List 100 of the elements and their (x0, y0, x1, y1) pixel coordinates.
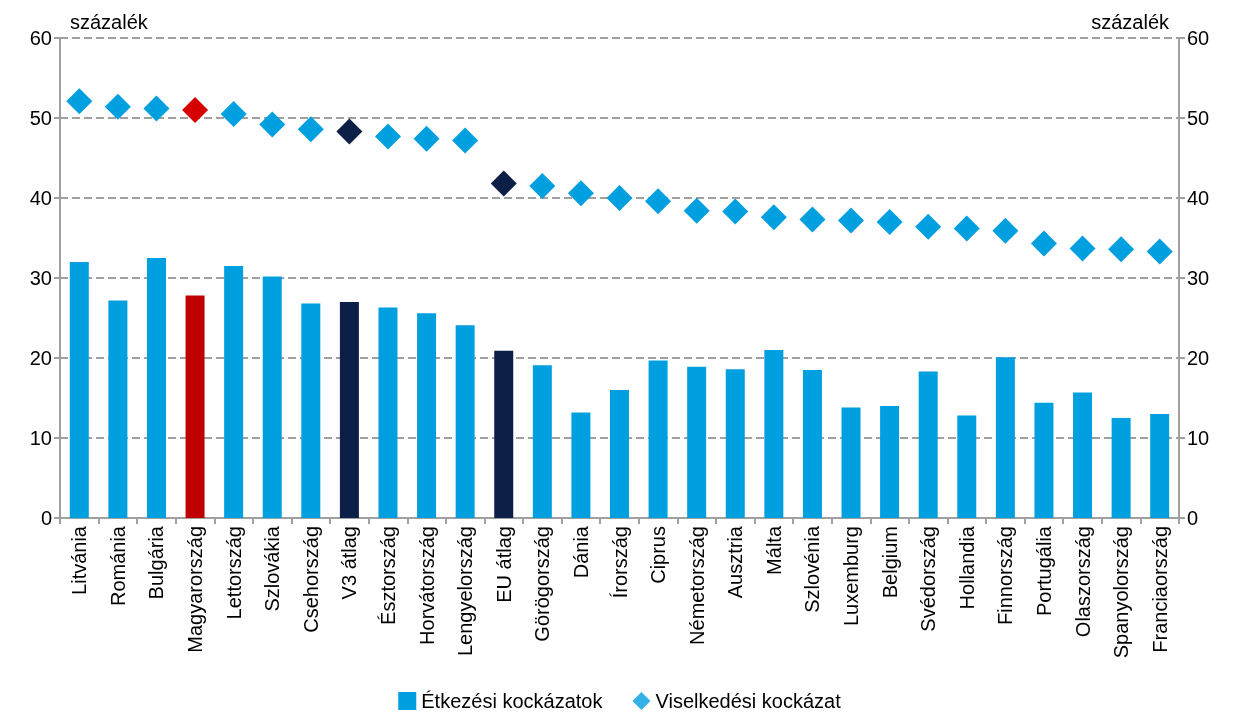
point (722, 198, 749, 225)
bar (1034, 402, 1054, 518)
bar (339, 302, 359, 518)
legend-label: Viselkedési kockázat (655, 690, 842, 712)
y-tick-label: 0 (40, 507, 52, 529)
x-tick-label: Horvátország (415, 526, 438, 645)
y-tick-label: 20 (29, 347, 52, 369)
bar (69, 262, 89, 518)
bar (571, 412, 591, 518)
point (915, 213, 942, 240)
point (452, 127, 479, 154)
bar (146, 258, 166, 518)
point (529, 173, 556, 199)
y-tick-label: 40 (29, 187, 52, 209)
point (413, 125, 440, 152)
x-tick-label: Svédország (917, 526, 940, 632)
x-tick-label: Románia (106, 525, 129, 607)
x-tick-label: Magyarország (184, 526, 207, 653)
bar (957, 415, 977, 518)
x-tick-label: V3 átlag (338, 526, 361, 600)
bar (610, 390, 629, 518)
y-tick-label: 30 (29, 267, 52, 289)
x-tick-label: Finnország (994, 526, 1017, 625)
y-tick-label: 60 (29, 27, 52, 49)
point (259, 111, 286, 138)
x-tick-label: Görögország (531, 526, 554, 642)
legend-label: Étkezési kockázatok (421, 690, 604, 712)
bar (108, 300, 128, 518)
point (567, 180, 594, 207)
bar (648, 360, 668, 518)
point (760, 204, 787, 231)
y2-axis-title: százalék (1091, 11, 1170, 33)
point (606, 185, 633, 211)
bar (802, 370, 822, 518)
bar (224, 266, 244, 518)
bar (687, 366, 707, 518)
bar (301, 303, 321, 518)
x-tick-label: Ciprus (647, 526, 670, 584)
y-tick-label: 50 (29, 107, 52, 129)
y2-tick-label: 20 (1187, 347, 1210, 369)
y2-tick-label: 40 (1187, 187, 1210, 209)
point (953, 215, 980, 242)
point (374, 123, 401, 150)
x-tick-label: Csehország (299, 526, 322, 633)
bar (262, 276, 282, 518)
x-tick-label: Litvánia (68, 525, 91, 595)
x-tick-label: Szlovákia (261, 525, 284, 612)
x-tick-label: EU átlag (492, 526, 515, 603)
x-tick-label: Belgium (878, 526, 901, 599)
point (1069, 235, 1096, 262)
y2-tick-label: 30 (1187, 267, 1210, 289)
y2-tick-label: 50 (1187, 107, 1210, 129)
bar (725, 369, 745, 518)
y-axis-title: százalék (70, 11, 149, 33)
bar (918, 371, 938, 518)
x-tick-label: Lettország (222, 526, 245, 620)
bar (378, 307, 398, 518)
x-tick-label: Észtország (376, 526, 399, 625)
point (1030, 230, 1057, 257)
x-tick-label: Franciaország (1148, 526, 1171, 653)
bar (417, 313, 437, 518)
point (490, 170, 517, 197)
point (645, 188, 672, 215)
bar (1111, 418, 1131, 518)
bar (185, 295, 205, 518)
x-tick-label: Portugália (1032, 525, 1055, 617)
point (104, 93, 131, 120)
x-tick-label: Bulgária (145, 525, 168, 600)
x-tick-label: Dánia (569, 525, 592, 579)
bar (764, 350, 784, 518)
bar (841, 407, 861, 518)
point (182, 97, 209, 123)
bar (1073, 392, 1093, 518)
x-tick-label: Ausztria (724, 525, 747, 599)
point (876, 209, 903, 235)
x-tick-label: Luxemburg (840, 526, 863, 627)
point (992, 217, 1019, 244)
x-tick-label: Lengyelország (454, 526, 477, 657)
point (683, 197, 710, 224)
x-tick-label: Hollandia (955, 525, 978, 610)
y2-tick-label: 0 (1187, 507, 1199, 529)
point (1108, 236, 1135, 263)
point (1146, 238, 1173, 265)
x-tick-label: Írország (608, 526, 631, 599)
point (143, 95, 170, 122)
x-tick-label: Németország (685, 526, 708, 645)
bar (995, 357, 1015, 518)
bar (532, 365, 552, 518)
bar (1150, 414, 1170, 518)
y2-tick-label: 60 (1187, 27, 1210, 49)
x-tick-label: Szlovénia (801, 525, 824, 613)
x-tick-label: Málta (762, 525, 785, 575)
point (220, 101, 247, 127)
point (297, 116, 324, 143)
point (838, 207, 865, 234)
point (799, 206, 826, 233)
bar (455, 325, 475, 518)
point (336, 118, 363, 145)
bar (880, 406, 900, 518)
point (66, 88, 93, 115)
